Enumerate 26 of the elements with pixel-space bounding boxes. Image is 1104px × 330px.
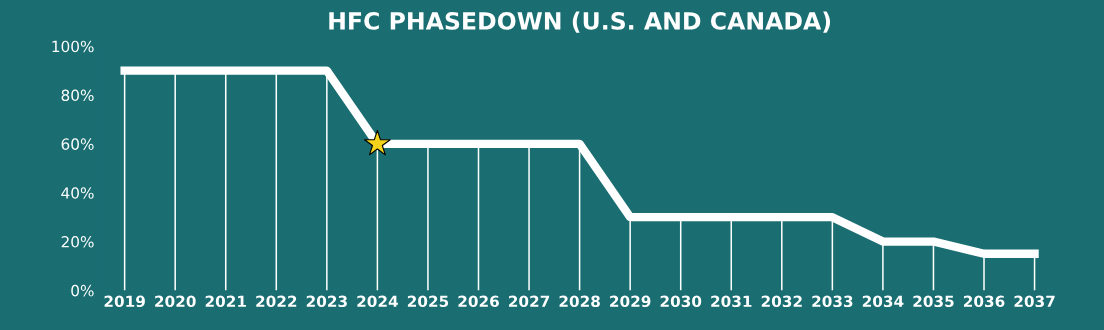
y-tick-label: 0%	[71, 284, 94, 297]
x-tick-label: 2023	[306, 295, 347, 308]
x-tick-label: 2027	[509, 295, 550, 308]
y-tick-label: 80%	[61, 89, 94, 102]
x-tick-label: 2022	[256, 295, 297, 308]
x-tick-label: 2024	[357, 295, 398, 308]
y-tick-label: 60%	[61, 138, 94, 150]
x-tick-label: 2026	[458, 295, 499, 308]
y-tick-label: 20%	[61, 236, 94, 248]
x-tick-label: 2019	[104, 295, 145, 308]
x-tick-label: 2031	[711, 295, 752, 308]
y-tick-label: 100%	[52, 40, 94, 53]
x-tick-label: 2030	[660, 295, 702, 308]
x-tick-label: 2021	[205, 295, 246, 308]
y-tick-label: 40%	[61, 187, 94, 199]
x-tick-label: 2037	[1014, 295, 1055, 308]
x-tick-label: 2029	[610, 295, 651, 308]
x-tick-label: 2025	[407, 295, 449, 308]
x-tick-label: 2036	[963, 295, 1005, 308]
x-tick-label: 2032	[761, 295, 802, 308]
chart-title: HFC PHASEDOWN (U.S. AND CANADA)	[329, 11, 831, 33]
x-tick-label: 2035	[913, 295, 954, 308]
x-tick-label: 2033	[812, 295, 853, 308]
x-tick-label: 2020	[155, 295, 196, 308]
x-tick-label: 2028	[559, 295, 600, 308]
x-tick-label: 2034	[862, 295, 904, 308]
